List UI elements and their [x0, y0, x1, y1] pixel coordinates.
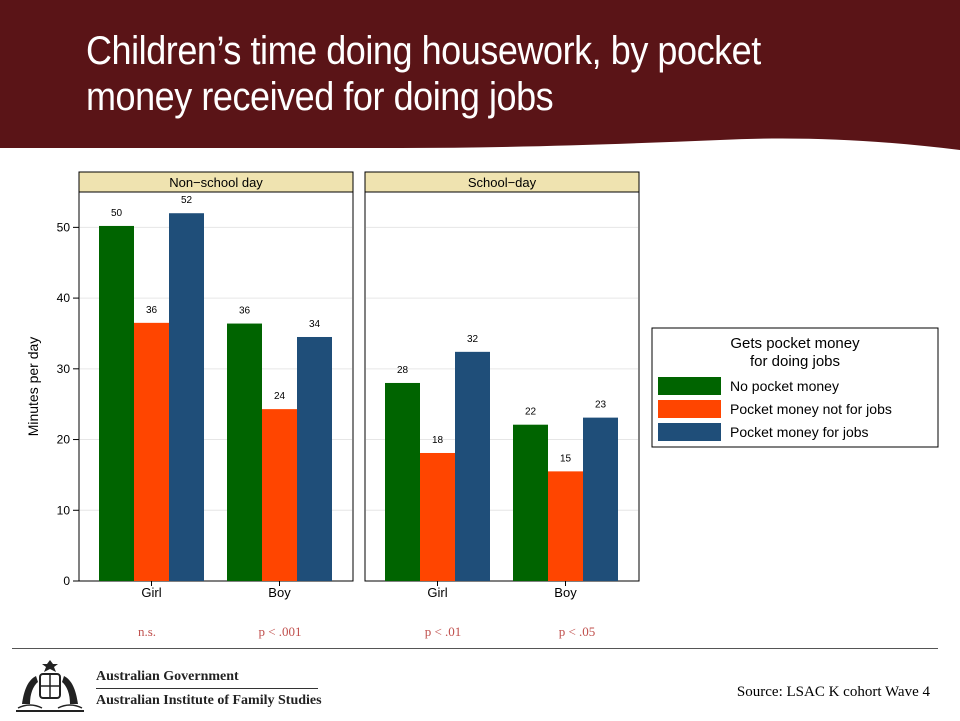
legend-entry: Pocket money for jobs [730, 424, 869, 440]
y-tick-label: 10 [57, 503, 71, 517]
significance-label-girl-school: p < .01 [424, 624, 462, 639]
data-label: 36 [146, 305, 158, 316]
data-label: 24 [274, 391, 286, 402]
legend-swatch [658, 423, 721, 441]
data-label: 28 [397, 365, 409, 376]
footer-divider [12, 648, 938, 649]
logo-divider [96, 688, 318, 689]
x-tick-label: Girl [427, 585, 447, 600]
significance-label-boy-nonschool: p < .001 [258, 624, 302, 639]
bar [455, 351, 490, 581]
data-label: 36 [239, 306, 251, 317]
y-tick-label: 30 [57, 362, 71, 376]
institute-label: Australian Institute of Family Studies [96, 693, 322, 708]
bar [420, 452, 455, 581]
data-label: 50 [111, 208, 123, 219]
bar [583, 417, 618, 581]
bar [227, 323, 262, 581]
data-label: 15 [560, 453, 572, 464]
data-label: 18 [432, 435, 444, 446]
bar-chart: Minutes per day 0 10 20 30 40 50 Non−school day… [25, 171, 939, 600]
source-note: Source: LSAC K cohort Wave 4 [736, 684, 930, 700]
legend-swatch [658, 400, 721, 418]
y-tick-label: 40 [57, 291, 71, 305]
x-tick-label: Boy [268, 585, 291, 600]
legend-entry: Pocket money not for jobs [730, 401, 892, 417]
significance-label-boy-school: p < .05 [558, 624, 596, 639]
y-axis-label: Minutes per day [25, 337, 41, 437]
significance-row: n.s. p < .001 p < .01 p < .05 [0, 624, 960, 644]
banner-shape [0, 0, 960, 150]
legend-title: for doing jobs [750, 353, 840, 370]
bar [134, 322, 169, 581]
slide-title: Children’s time doing housework, by pock… [86, 29, 761, 119]
data-label: 32 [467, 334, 479, 345]
coat-of-arms-icon [10, 654, 330, 716]
data-label: 22 [525, 407, 537, 418]
data-label: 23 [595, 400, 607, 411]
bar [262, 409, 297, 581]
legend-swatch [658, 377, 721, 395]
data-label: 52 [181, 195, 193, 206]
x-tick-label: Boy [554, 585, 577, 600]
government-label: Australian Government [96, 669, 239, 684]
panel-header-label: School−day [468, 175, 537, 190]
bar [169, 213, 204, 581]
bar [513, 424, 548, 581]
data-label: 34 [309, 319, 321, 330]
legend-entry: No pocket money [730, 378, 839, 394]
title-banner: Children’s time doing housework, by pock… [0, 0, 960, 150]
legend-title: Gets pocket money [730, 335, 860, 352]
y-tick-label: 50 [57, 220, 71, 234]
bar [548, 471, 583, 581]
bar [99, 225, 134, 581]
bar [297, 336, 332, 581]
bar [385, 382, 420, 581]
panel-header-label: Non−school day [169, 175, 263, 190]
x-tick-label: Girl [141, 585, 161, 600]
significance-label-girl-nonschool: n.s. [137, 624, 157, 639]
y-tick-label: 20 [57, 433, 71, 447]
y-tick-label: 0 [63, 574, 70, 588]
